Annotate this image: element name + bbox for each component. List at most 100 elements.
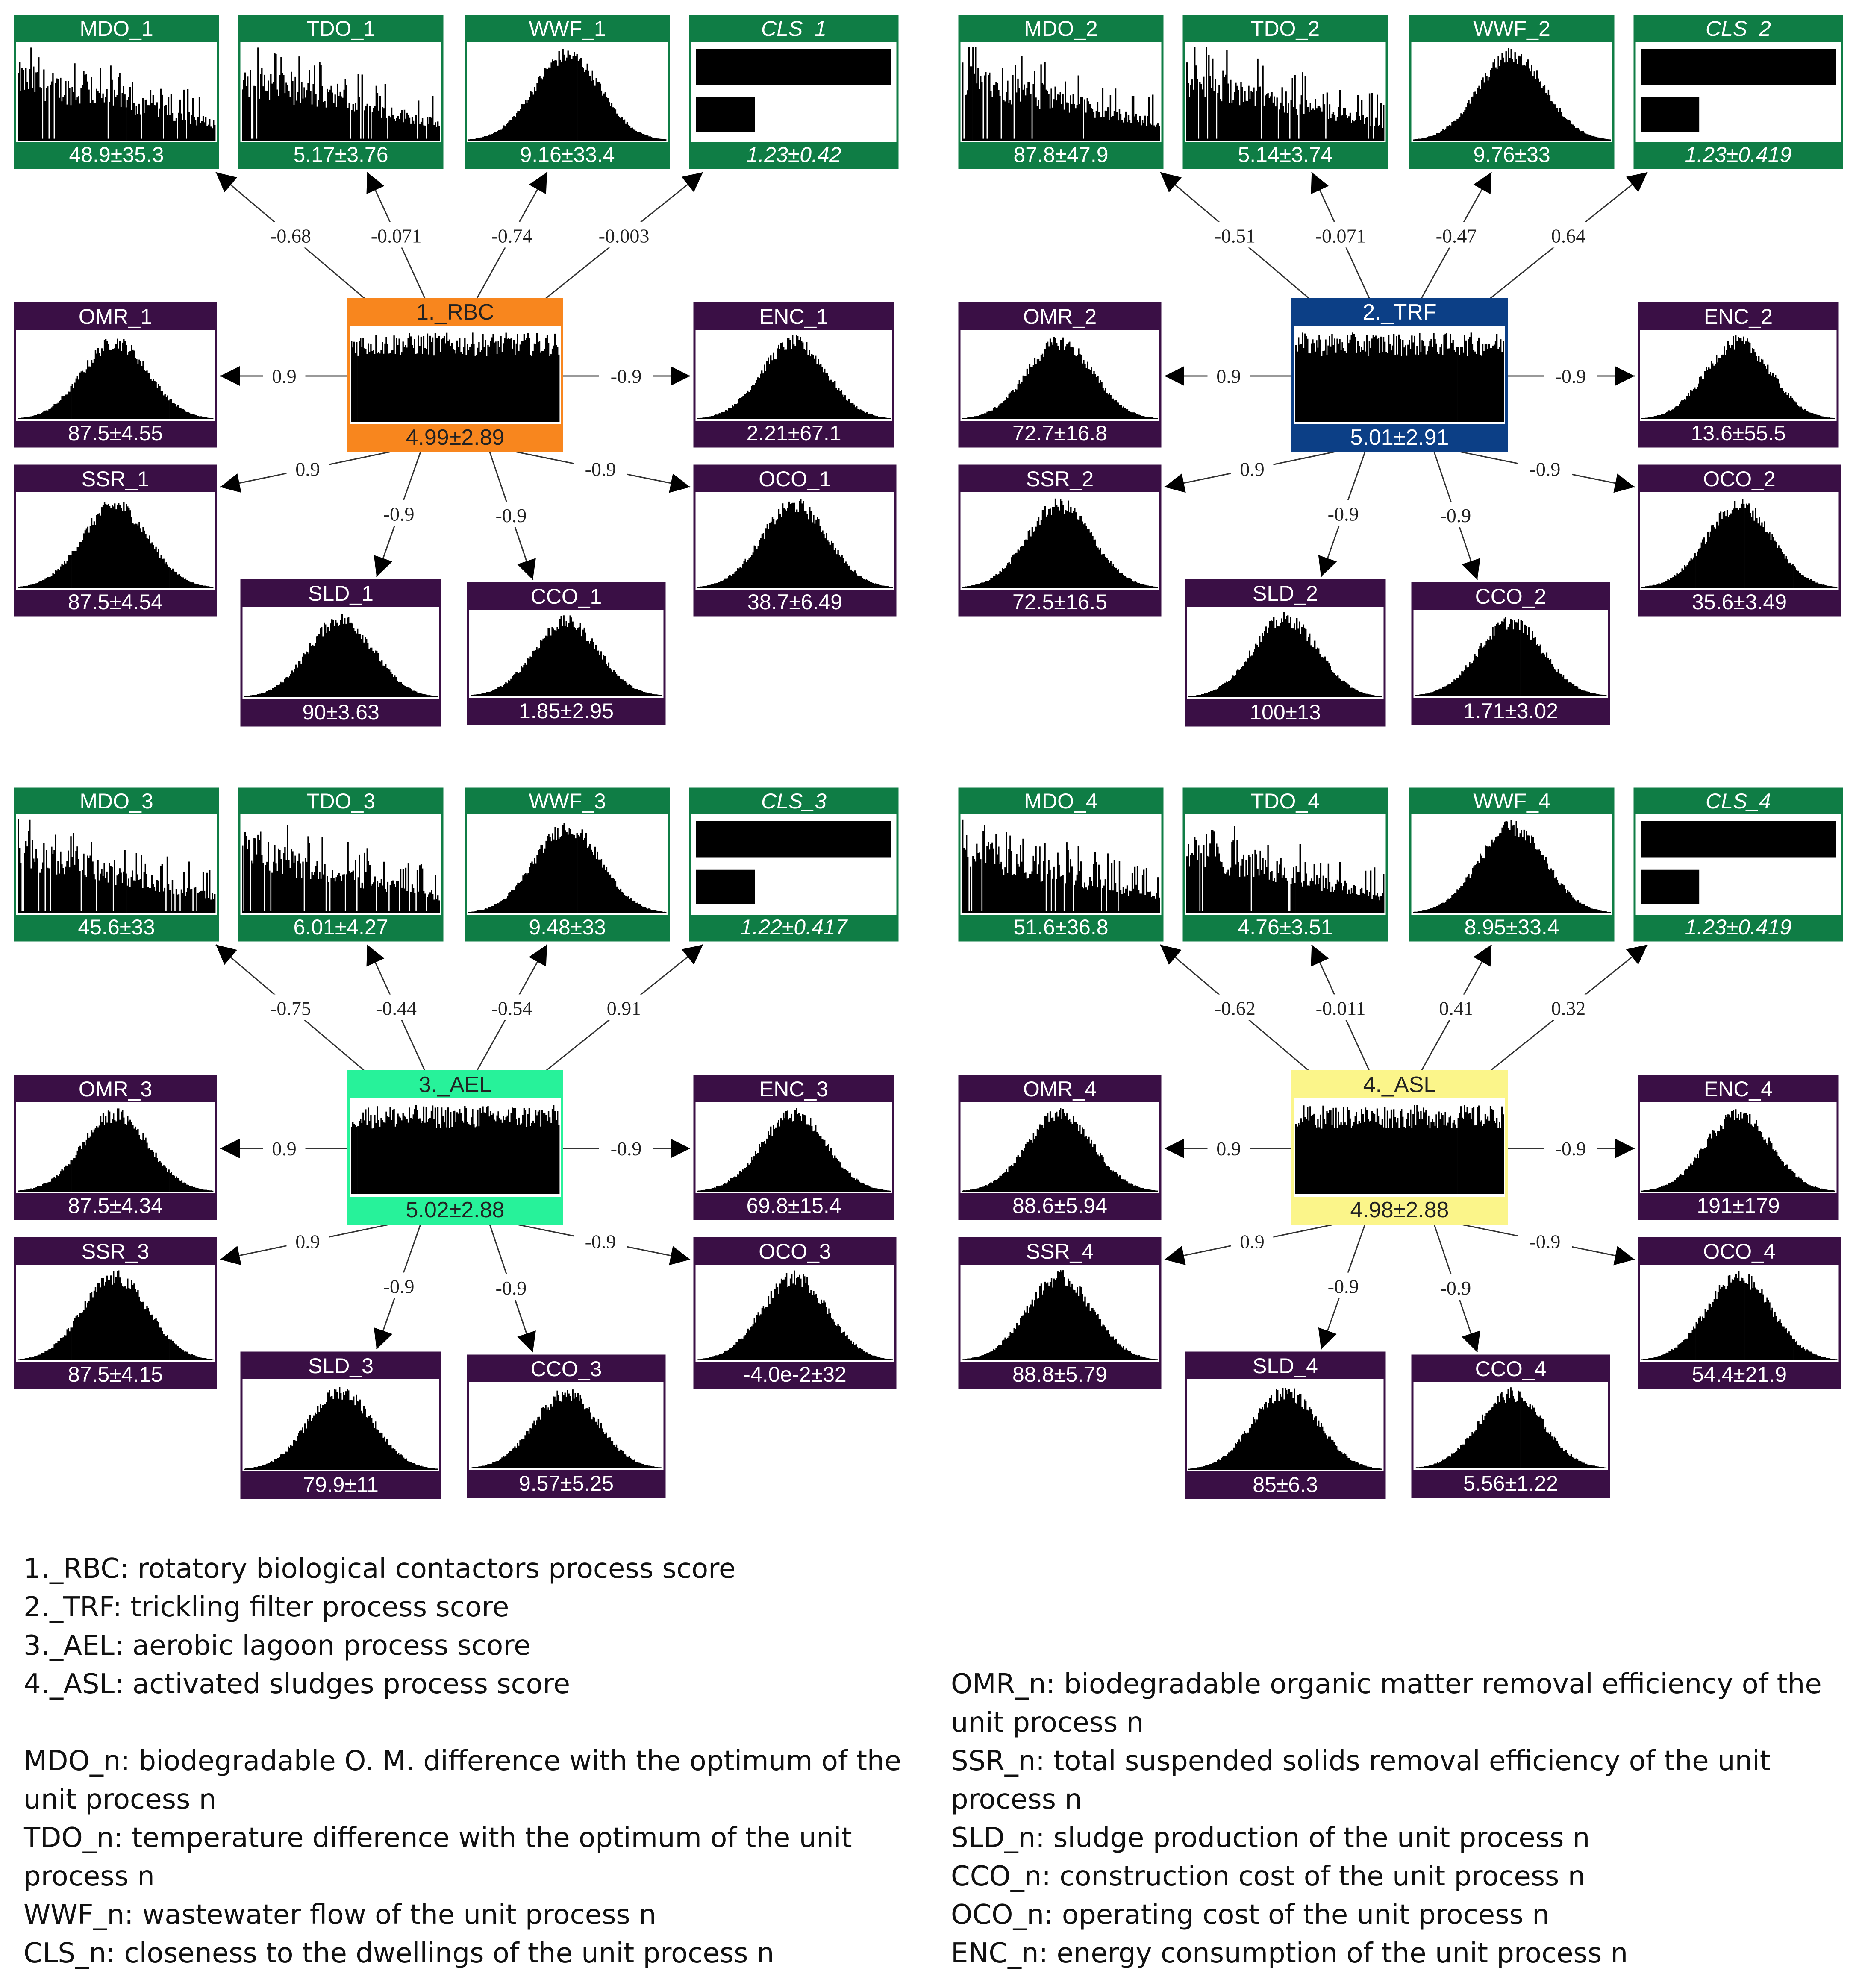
node-title: WWF_4: [1473, 789, 1550, 813]
node-wwf-4[interactable]: WWF_4 8.95±33.4: [1409, 787, 1615, 942]
node-oco-1[interactable]: OCO_1 38.7±6.49: [693, 464, 897, 617]
node-sld-3[interactable]: SLD_3 79.9±11: [240, 1351, 441, 1499]
hub-value: 4.98±2.88: [1350, 1198, 1449, 1222]
node-title-bar: [15, 466, 216, 492]
edge-weight-label: -0.071: [1315, 225, 1366, 247]
node-wwf-2[interactable]: WWF_2 9.76±33: [1409, 15, 1615, 169]
node-wwf-1[interactable]: WWF_1 9.16±33.4: [465, 15, 670, 169]
node-title: CLS_4: [1706, 789, 1771, 813]
node-value: 87.5±4.34: [68, 1194, 163, 1218]
histogram-normal: [244, 614, 438, 697]
hub-node-trf[interactable]: 2._TRF 5.01±2.91: [1291, 298, 1508, 452]
histogram-normal: [18, 338, 214, 419]
node-enc-1[interactable]: ENC_1 2.21±67.1: [693, 302, 894, 448]
node-value-bar: [959, 590, 1160, 615]
edge-mdo: -0.68: [215, 171, 366, 300]
node-value: 9.48±33: [529, 915, 606, 939]
node-title: OCO_4: [1703, 1239, 1776, 1263]
node-value-bar: [1186, 699, 1385, 725]
node-oco-2[interactable]: OCO_2 35.6±3.49: [1638, 464, 1841, 617]
node-enc-4[interactable]: ENC_4 191±179: [1638, 1075, 1839, 1220]
node-ssr-3[interactable]: SSR_3 87.5±4.15: [14, 1237, 217, 1389]
node-mdo-3[interactable]: MDO_3 45.6±33: [14, 787, 219, 942]
node-cco-1[interactable]: CCO_1 1.85±2.95: [467, 582, 666, 725]
node-value-bar: [1410, 915, 1613, 940]
node-cls-2[interactable]: CLS_2 1.23±0.419: [1633, 15, 1843, 169]
edge-weight-label: -0.68: [270, 225, 311, 247]
edge-omr: 0.9: [220, 362, 348, 388]
node-value: 88.6±5.94: [1012, 1194, 1107, 1218]
node-sld-2[interactable]: SLD_2 100±13: [1185, 579, 1386, 727]
node-oco-4[interactable]: OCO_4 54.4±21.9: [1638, 1237, 1841, 1389]
node-tdo-3[interactable]: TDO_3 6.01±4.27: [238, 787, 444, 942]
node-value: 5.17±3.76: [293, 143, 388, 167]
edge-weight-label: -0.9: [1555, 1138, 1586, 1160]
node-sld-4[interactable]: SLD_4 85±6.3: [1185, 1351, 1386, 1499]
node-tdo-2[interactable]: TDO_2 5.14±3.74: [1182, 15, 1388, 169]
node-tdo-1[interactable]: TDO_1 5.17±3.76: [238, 15, 444, 169]
edge-weight-label: 0.64: [1551, 225, 1586, 247]
histogram-normal: [1413, 820, 1611, 913]
node-wwf-3[interactable]: WWF_3 9.48±33: [465, 787, 670, 942]
node-title-bar: [1639, 1238, 1840, 1265]
edge-weight-label: 0.91: [607, 998, 641, 1019]
edge-enc: -0.9: [562, 1135, 690, 1160]
node-title: SSR_4: [1026, 1239, 1094, 1263]
node-cls-4[interactable]: CLS_4 1.23±0.419: [1633, 787, 1843, 942]
node-value: 9.76±33: [1473, 143, 1550, 167]
node-value: 72.5±16.5: [1012, 590, 1107, 614]
hub-node-ael[interactable]: 3._AEL 5.02±2.88: [347, 1070, 563, 1225]
node-tdo-4[interactable]: TDO_4 4.76±3.51: [1182, 787, 1388, 942]
hub-node-rbc[interactable]: 1._RBC 4.99±2.89: [347, 298, 563, 452]
node-ssr-4[interactable]: SSR_4 88.8±5.79: [958, 1237, 1162, 1389]
node-cco-2[interactable]: CCO_2 1.71±3.02: [1411, 582, 1610, 725]
node-omr-4[interactable]: OMR_4 88.6±5.94: [958, 1075, 1162, 1220]
edge-weight-label: -0.9: [1440, 505, 1471, 526]
edge-omr: 0.9: [220, 1135, 348, 1160]
edge-cco: -0.9: [484, 450, 538, 580]
node-mdo-2[interactable]: MDO_2 87.8±47.9: [958, 15, 1164, 169]
node-cco-3[interactable]: CCO_3 9.57±5.25: [467, 1354, 666, 1498]
node-omr-1[interactable]: OMR_1 87.5±4.55: [14, 302, 217, 448]
edge-weight-label: -0.54: [491, 998, 532, 1019]
edge-weight-label: -0.011: [1316, 998, 1366, 1019]
node-cls-1[interactable]: CLS_1 1.23±0.42: [689, 15, 899, 169]
edge-cls: -0.003: [544, 171, 703, 300]
node-omr-3[interactable]: OMR_3 87.5±4.34: [14, 1075, 217, 1220]
node-enc-2[interactable]: ENC_2 13.6±55.5: [1638, 302, 1839, 448]
histogram-normal: [1188, 1388, 1382, 1470]
node-cls-3[interactable]: CLS_3 1.22±0.417: [689, 787, 899, 942]
node-value: 9.16±33.4: [520, 143, 615, 167]
histogram-normal: [1415, 617, 1607, 696]
node-title-bar: [959, 789, 1162, 814]
node-value-bar: [1639, 421, 1838, 446]
hub-node-asl[interactable]: 4._ASL 4.98±2.88: [1291, 1070, 1508, 1225]
edge-weight-label: -0.44: [376, 998, 417, 1019]
node-value: 191±179: [1697, 1194, 1780, 1218]
node-value-bar: [1639, 590, 1840, 615]
node-enc-3[interactable]: ENC_3 69.8±15.4: [693, 1075, 894, 1220]
node-value-bar: [1410, 142, 1613, 168]
node-sld-1[interactable]: SLD_1 90±3.63: [240, 579, 441, 727]
histogram-decay: [962, 47, 1160, 141]
node-mdo-1[interactable]: MDO_1 48.9±35.3: [14, 15, 219, 169]
node-ssr-1[interactable]: SSR_1 87.5±4.54: [14, 464, 217, 617]
node-omr-2[interactable]: OMR_2 72.7±16.8: [958, 302, 1162, 448]
node-value: 69.8±15.4: [746, 1194, 841, 1218]
node-value-bar: [15, 142, 218, 168]
node-ssr-2[interactable]: SSR_2 72.5±16.5: [958, 464, 1162, 617]
histogram-decay: [1186, 826, 1385, 913]
node-title: ENC_4: [1704, 1077, 1773, 1101]
edge-weight-label: 0.9: [1240, 1231, 1265, 1253]
edge-sld: -0.9: [372, 1223, 426, 1350]
node-oco-3[interactable]: OCO_3 -4.0e-2±32: [693, 1237, 897, 1389]
node-value: 100±13: [1250, 700, 1321, 724]
edge-oco: -0.9: [510, 450, 691, 493]
node-cco-4[interactable]: CCO_4 5.56±1.22: [1411, 1354, 1610, 1498]
histogram-normal: [468, 49, 667, 141]
edge-weight-label: -0.9: [1328, 503, 1359, 525]
edge-weight-label: 0.9: [1240, 458, 1265, 480]
edge-sld: -0.9: [1316, 450, 1371, 577]
node-mdo-4[interactable]: MDO_4 51.6±36.8: [958, 787, 1164, 942]
edge-enc: -0.9: [1506, 1135, 1635, 1160]
